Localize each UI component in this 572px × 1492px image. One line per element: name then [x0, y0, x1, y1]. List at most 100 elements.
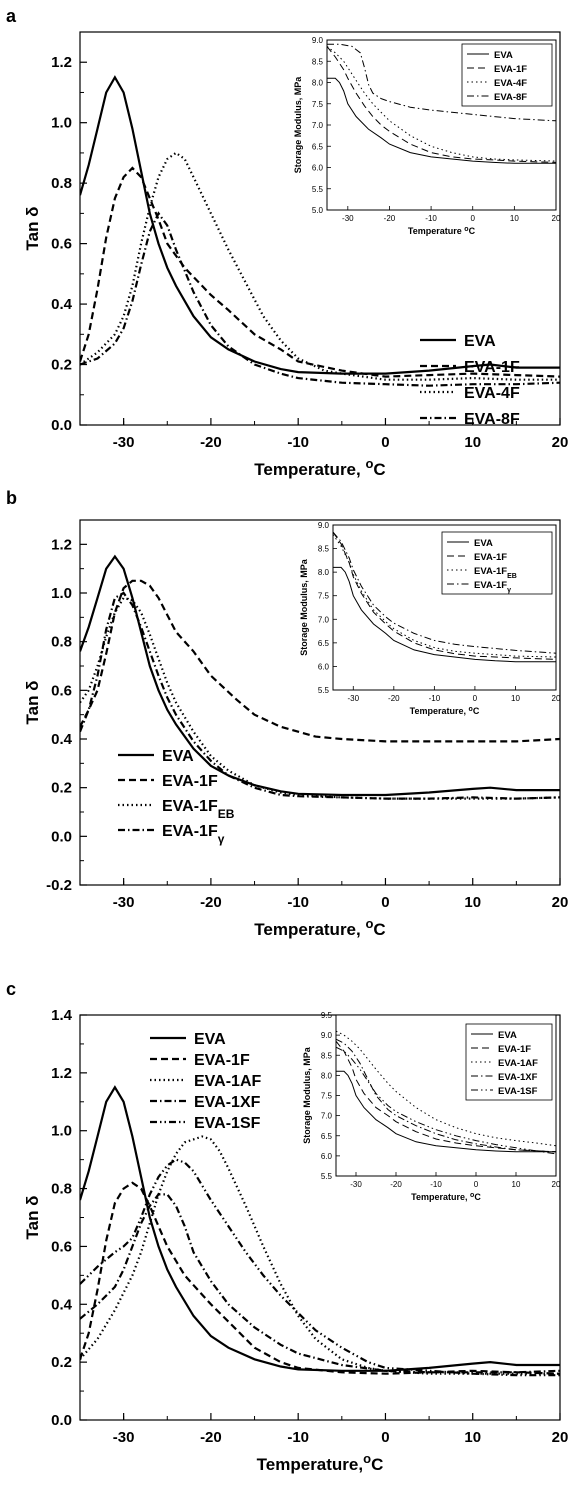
inset-series-line [327, 43, 556, 122]
inset-legend-label: EVA [474, 538, 493, 549]
x-tick-label: -30 [113, 434, 135, 451]
legend-label: EVA-1F [194, 1052, 250, 1069]
inset-x-tick-label: -20 [384, 214, 396, 223]
inset-y-tick-label: 9.0 [321, 1031, 333, 1040]
legend-label: EVA-1F [162, 773, 218, 790]
inset-x-axis-label: Temperature, oC [411, 1192, 481, 1203]
inset-y-tick-label: 8.5 [312, 57, 324, 66]
y-tick-label: 0.8 [51, 634, 72, 651]
inset-y-tick-label: 7.0 [312, 121, 324, 130]
inset-series-line [336, 1046, 556, 1155]
inset-y-tick-label: 6.5 [321, 1132, 333, 1141]
y-tick-label: 0.8 [51, 175, 72, 192]
inset-y-tick-label: 7.5 [312, 100, 324, 109]
inset-x-tick-label: -30 [347, 694, 359, 703]
y-tick-label: 0.0 [51, 1412, 72, 1429]
inset-series-line [336, 1038, 556, 1153]
inset-y-tick-label: 8.0 [321, 1071, 333, 1080]
legend-label: EVA-1XF [194, 1094, 261, 1111]
y-tick-label: 0.0 [51, 828, 72, 845]
inset-y-tick-label: 8.0 [312, 79, 324, 88]
x-tick-label: 0 [381, 434, 389, 451]
y-tick-label: 1.0 [51, 115, 72, 132]
panel-letter: a [6, 6, 17, 26]
y-tick-label: 1.2 [51, 536, 72, 553]
series-line-eva-1f- [80, 591, 560, 800]
legend-label: EVA-1Fγ [162, 823, 225, 846]
legend-label: EVA [162, 748, 194, 765]
inset-series-line [327, 77, 556, 164]
x-tick-label: 0 [381, 894, 389, 911]
inset-series-line [333, 534, 556, 658]
y-tick-label: 1.0 [51, 1123, 72, 1140]
panel-letter: b [6, 488, 17, 508]
series-line-eva-1sf [80, 1158, 560, 1377]
legend-label: EVA-1SF [194, 1115, 261, 1132]
inset-y-tick-label: 8.5 [318, 545, 330, 554]
inset-chart: -30 -20 -10 0 10 20 5.0 5.5 6.0 6.5 7.0 7.5 8.0 8.5 9.… [293, 36, 561, 236]
inset-series-line [336, 1040, 556, 1153]
inset-chart: -30 -20 -10 0 10 20 5.5 6.0 6.5 7.0 7.5 8.0 8.5 9.0 9.… [302, 1011, 561, 1202]
panel-b: b -30 -20 -10 0 10 20 -0.2 0.0 0.2 0.4 0.6 0.8 1.0 1.2… [6, 488, 568, 940]
inset-y-tick-label: 9.5 [321, 1011, 333, 1020]
x-tick-label: -10 [287, 434, 309, 451]
inset-x-axis-label: Temperature oC [408, 226, 476, 237]
inset-series-line [333, 531, 556, 654]
y-tick-label: 0.4 [51, 296, 73, 313]
inset-y-axis-label: Storage Modulus, MPa [293, 76, 303, 174]
inset-x-tick-label: 0 [474, 1180, 479, 1189]
inset-x-tick-label: -10 [430, 1180, 442, 1189]
panel-c: c -30 -20 -10 0 10 20 0.0 0.2 0.4 0.6 0.8 1.0 1.2 1.4 T… [6, 979, 569, 1474]
y-tick-label: 0.0 [51, 417, 72, 434]
y-tick-label: 1.2 [51, 1065, 72, 1082]
inset-series-line [336, 1030, 556, 1147]
inset-legend-label: EVA-1FEB [474, 566, 517, 580]
x-tick-label: 20 [552, 1429, 569, 1446]
inset-y-tick-label: 7.5 [321, 1092, 333, 1101]
y-tick-label: 0.4 [51, 1296, 73, 1313]
inset-y-tick-label: 6.5 [318, 639, 330, 648]
inset-y-tick-label: 8.5 [321, 1051, 333, 1060]
inset-x-tick-label: -30 [350, 1180, 362, 1189]
plot-frame [79, 31, 561, 426]
inset-x-tick-label: 0 [471, 214, 476, 223]
series-line-eva-1f [80, 1181, 560, 1375]
x-axis-label: Temperature, oC [254, 916, 385, 940]
inset-series-line [327, 46, 556, 163]
inset-x-tick-label: 10 [511, 694, 520, 703]
y-tick-label: -0.2 [46, 877, 72, 894]
inset-y-tick-label: 5.5 [312, 185, 324, 194]
inset-y-tick-label: 9.0 [318, 521, 330, 530]
x-tick-label: 10 [464, 894, 481, 911]
inset-legend-label: EVA [498, 1030, 517, 1041]
inset-x-tick-label: -10 [425, 214, 437, 223]
panel-a: a -30 -20 -10 0 10 20 0.0 0.2 0.4 0.6 0.8 1.0 1.2 Temp… [6, 6, 568, 479]
inset-legend-label: EVA-4F [494, 78, 527, 89]
y-axis-label: Tan δ [23, 207, 42, 251]
inset-x-tick-label: -30 [342, 214, 354, 223]
inset-y-tick-label: 7.0 [318, 615, 330, 624]
inset-legend-label: EVA-1F [474, 552, 507, 563]
inset-legend-label: EVA-1AF [498, 1058, 538, 1069]
y-tick-label: 0.6 [51, 1238, 72, 1255]
inset-legend-label: EVA-1Fγ [474, 580, 511, 594]
inset-x-tick-label: 20 [552, 1180, 561, 1189]
inset-x-tick-label: 20 [552, 214, 561, 223]
y-tick-label: 0.8 [51, 1181, 72, 1198]
legend-label: EVA-4F [464, 385, 520, 402]
inset-y-tick-label: 6.5 [312, 142, 324, 151]
series-line-eva-1xf [80, 1193, 560, 1374]
inset-y-tick-label: 9.0 [312, 36, 324, 45]
inset-y-tick-label: 5.0 [312, 206, 324, 215]
inset-y-tick-label: 5.5 [318, 686, 330, 695]
y-tick-label: 0.2 [51, 1354, 72, 1371]
x-tick-label: -10 [287, 894, 309, 911]
inset-y-tick-label: 5.5 [321, 1172, 333, 1181]
legend-label: EVA-1FEB [162, 798, 235, 821]
inset-chart: -30 -20 -10 0 10 20 5.5 6.0 6.5 7.0 7.5 8.0 8.5 9.0 Te… [299, 521, 561, 716]
inset-x-tick-label: 10 [512, 1180, 521, 1189]
y-tick-label: 0.4 [51, 731, 73, 748]
x-tick-label: 10 [464, 1429, 481, 1446]
legend-label: EVA-1F [464, 359, 520, 376]
